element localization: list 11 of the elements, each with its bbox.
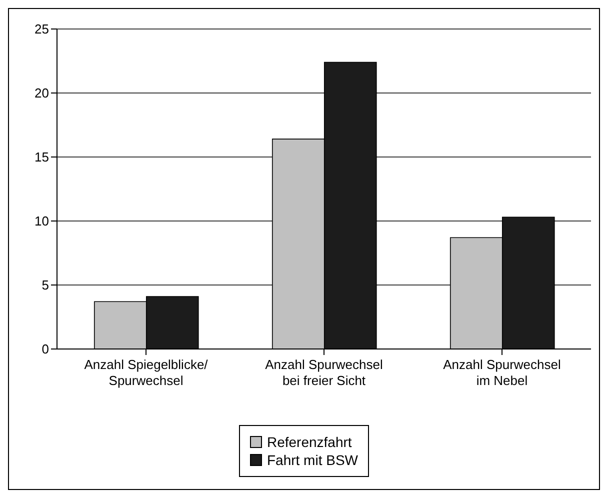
x-tick-label: Anzahl Spurwechsel im Nebel [443, 357, 561, 388]
y-tick-label: 15 [34, 150, 49, 165]
x-tick-label: Anzahl Spiegelblicke/ Spurwechsel [84, 357, 208, 388]
y-tick-label: 25 [34, 22, 49, 37]
x-tick-label: Anzahl Spurwechsel bei freier Sicht [265, 357, 383, 388]
y-tick-label: 10 [34, 214, 49, 229]
y-tick-label: 0 [42, 342, 49, 357]
legend-label: Fahrt mit BSW [266, 452, 358, 468]
y-tick-label: 5 [42, 278, 49, 293]
y-tick-label: 20 [34, 86, 49, 101]
legend-label: Referenzfahrt [266, 434, 352, 450]
